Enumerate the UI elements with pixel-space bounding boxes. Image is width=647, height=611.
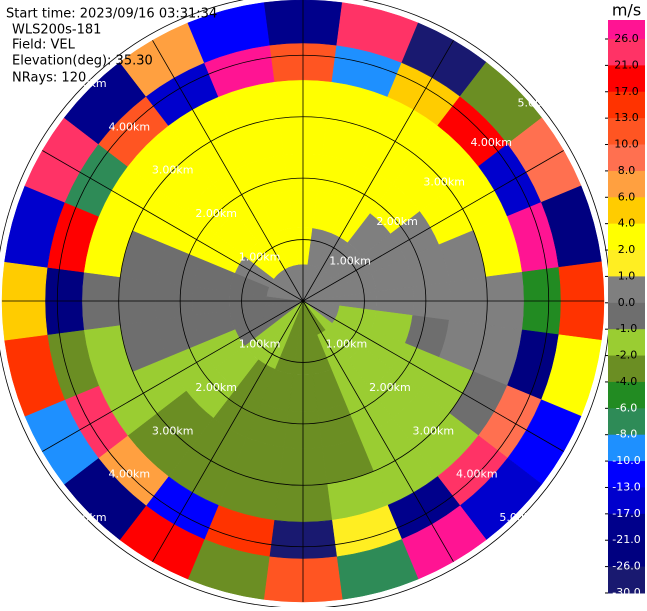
- colorbar-tick-label: 4.0: [618, 217, 636, 230]
- colorbar-segment: [608, 144, 645, 172]
- colorbar-tick-label: -1.0: [616, 322, 637, 335]
- range-ring: [179, 177, 427, 425]
- colorbar-segment: [608, 461, 645, 488]
- colorbar-segment: [608, 197, 645, 225]
- colorbar-segment: [608, 487, 645, 515]
- colorbar-segment: [608, 118, 645, 146]
- colorbar: 26.0 21.0 17.0 13.0 10.0 8.0 6.0 4.0 2.0 1.0 0.0 -1…: [605, 1, 645, 599]
- range-ring: [241, 239, 365, 363]
- range-ring-label: 3.00km: [413, 424, 455, 437]
- range-ring-label: 3.00km: [423, 176, 465, 189]
- spoke-line: [152, 40, 454, 562]
- colorbar-segment: [608, 223, 645, 251]
- range-ring-label: 4.00km: [108, 120, 150, 133]
- range-ring-label: 3.00km: [152, 164, 194, 177]
- colorbar-segment: [608, 408, 645, 436]
- colorbar-tick-label: -6.0: [616, 401, 637, 414]
- colorbar-tick-label: 21.0: [614, 58, 639, 71]
- header: Start time: 2023/09/16 03:31:34WLS200s-1…: [6, 7, 217, 86]
- colorbar-over: [608, 20, 645, 39]
- colorbar-tick-label: -30.0: [612, 586, 640, 599]
- colorbar-tick-label: 13.0: [614, 111, 639, 124]
- colorbar-tick-label: 17.0: [614, 85, 639, 98]
- colorbar-tick-label: 8.0: [618, 164, 636, 177]
- range-ring: [56, 54, 550, 548]
- colorbar-tick-label: -4.0: [616, 375, 637, 388]
- range-ring-label: 2.00km: [195, 381, 237, 394]
- colorbar-segment: [608, 381, 645, 409]
- colorbar-segment: [608, 566, 645, 594]
- colorbar-segment: [608, 355, 645, 383]
- range-ring-label: 5.00km: [517, 97, 559, 110]
- range-ring-label: 4.00km: [470, 136, 512, 149]
- colorbar-tick-label: 0.0: [618, 296, 636, 309]
- colorbar-tick-label: -21.0: [612, 533, 640, 546]
- colorbar-tick-label: -17.0: [612, 507, 640, 520]
- colorbar-segment: [608, 540, 645, 568]
- range-ring-label: 5.00km: [65, 511, 107, 524]
- header-line: WLS200s-181: [12, 23, 101, 38]
- range-ring-label: 1.00km: [239, 337, 281, 350]
- colorbar-segment: [608, 39, 645, 66]
- range-ring-label: 1.00km: [239, 251, 281, 264]
- colorbar-tick-label: 1.0: [618, 269, 636, 282]
- colorbar-segment: [608, 91, 645, 119]
- colorbar-segment: [608, 250, 645, 277]
- range-ring-label: 4.00km: [108, 468, 150, 481]
- range-ring-label: 4.00km: [456, 468, 498, 481]
- colorbar-tick-label: 2.0: [618, 243, 636, 256]
- header-line: NRays: 120: [12, 71, 86, 86]
- colorbar-segment: [608, 434, 645, 462]
- header-line: Elevation(deg): 35.30: [12, 54, 153, 69]
- range-ring-label: 2.00km: [376, 215, 418, 228]
- colorbar-tick-label: -10.0: [612, 454, 640, 467]
- colorbar-segment: [608, 65, 645, 93]
- colorbar-segment: [608, 276, 645, 304]
- colorbar-segment: [608, 329, 645, 357]
- colorbar-tick-label: 26.0: [614, 32, 639, 45]
- range-ring-label: 5.00km: [499, 511, 541, 524]
- range-ring-label: 3.00km: [152, 424, 194, 437]
- range-ring-label: 2.00km: [195, 207, 237, 220]
- colorbar-segment: [608, 513, 645, 541]
- range-ring-label: 5.00km: [65, 77, 107, 90]
- velocity-cell: [187, 2, 270, 63]
- range-ring-label: 1.00km: [329, 255, 371, 268]
- colorbar-label: m/s: [612, 1, 641, 20]
- range-ring-label: 1.00km: [326, 337, 368, 350]
- range-ring: [118, 116, 488, 486]
- header-line: Start time: 2023/09/16 03:31:34: [6, 7, 217, 22]
- colorbar-tick-label: -13.0: [612, 480, 640, 493]
- colorbar-tick-label: -2.0: [616, 349, 637, 362]
- header-line: Field: VEL: [12, 38, 76, 53]
- colorbar-segment: [608, 302, 645, 330]
- colorbar-tick-label: 10.0: [614, 138, 639, 151]
- range-ring-label: 2.00km: [369, 381, 411, 394]
- colorbar-segment: [608, 170, 645, 198]
- colorbar-tick-label: -26.0: [612, 560, 640, 573]
- colorbar-tick-label: 6.0: [618, 190, 636, 203]
- colorbar-tick-label: -8.0: [616, 428, 637, 441]
